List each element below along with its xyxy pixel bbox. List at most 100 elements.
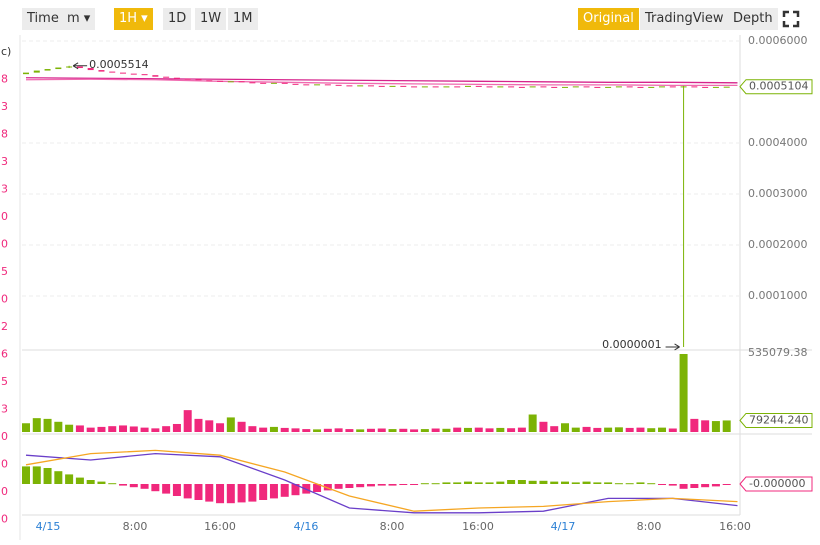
volume-bar — [259, 427, 268, 432]
candle-body — [648, 86, 655, 88]
volume-bar — [140, 427, 149, 432]
macd-bar — [679, 484, 688, 489]
volume-bar — [97, 426, 106, 432]
macd-bar — [496, 481, 505, 484]
interval-1h[interactable]: 1H ▾ — [114, 8, 153, 30]
time-label: Time — [22, 8, 64, 30]
volume-bar — [86, 427, 95, 432]
macd-bar — [129, 484, 138, 488]
candle-body — [206, 80, 213, 82]
macd-bar — [291, 484, 300, 496]
macd-bar — [625, 483, 634, 485]
minute-menu[interactable]: m ▾ — [62, 8, 96, 30]
candle-body — [378, 85, 385, 87]
volume-bar — [334, 428, 343, 432]
volume-bar — [463, 427, 472, 432]
interval-1m[interactable]: 1M — [228, 8, 258, 30]
macd-bar — [205, 484, 214, 502]
macd-bar — [593, 482, 602, 484]
candle-body — [292, 83, 299, 85]
candle-body — [551, 86, 558, 88]
interval-1w[interactable]: 1W — [195, 8, 227, 30]
macd-bar — [334, 484, 343, 489]
view-original[interactable]: Original — [578, 8, 639, 30]
volume-bar — [658, 427, 667, 432]
candle-body — [605, 86, 612, 88]
volume-bar — [356, 429, 365, 432]
volume-bar — [420, 429, 429, 432]
view-depth[interactable]: Depth — [728, 8, 778, 30]
time-label: 8:00 — [380, 520, 405, 533]
volume-bar — [528, 414, 537, 432]
macd-bar — [280, 484, 289, 497]
current-volume-label: 79244.240 — [749, 413, 809, 426]
candle-body — [508, 86, 515, 88]
sidebar-fragment: 0 — [1, 430, 8, 443]
candle-body — [195, 79, 202, 81]
volume-bar — [345, 429, 354, 432]
macd-bar — [162, 484, 171, 494]
candle-body — [76, 66, 83, 69]
fullscreen-button[interactable] — [782, 10, 800, 28]
volume-bar — [54, 421, 63, 432]
volume-bar — [151, 428, 160, 432]
low-arrow — [665, 343, 680, 351]
candle-body — [66, 66, 73, 68]
macd-bar — [183, 484, 192, 499]
volume-bar — [625, 427, 634, 432]
volume-bar — [108, 426, 117, 432]
macd-bar — [259, 484, 268, 500]
price-tick-label: 0.0001000 — [748, 289, 808, 302]
moving-average — [25, 78, 738, 87]
macd-bar — [582, 481, 591, 484]
interval-1d[interactable]: 1D — [163, 8, 192, 30]
candle-body — [411, 86, 418, 88]
candle-body — [497, 86, 504, 88]
candle-body — [44, 69, 51, 71]
candle-body — [130, 73, 137, 75]
macd-bar — [345, 484, 354, 488]
candle-body — [723, 86, 730, 88]
macd-bar — [453, 482, 462, 484]
macd-bar — [399, 484, 408, 485]
price-tick-label: 0.0006000 — [748, 34, 808, 47]
candle-body — [335, 84, 342, 86]
candle-body — [23, 72, 29, 75]
macd-bar — [237, 484, 246, 503]
volume-bar — [550, 426, 559, 432]
volume-bar — [366, 428, 375, 432]
candle-body — [303, 84, 310, 86]
sidebar-fragment: 3 — [1, 183, 8, 196]
macd-bar — [377, 484, 386, 486]
macd-bar — [507, 480, 516, 484]
candle-body — [572, 86, 579, 88]
macd-bar — [442, 482, 451, 484]
candle-body — [583, 86, 590, 88]
candle-body — [421, 86, 428, 88]
current-price-label: 0.0005104 — [749, 80, 809, 93]
candle-body — [464, 85, 471, 87]
volume-bar — [280, 427, 289, 432]
macd-bar — [86, 480, 95, 484]
volume-bar — [485, 428, 494, 432]
view-tradingview[interactable]: TradingView — [640, 8, 729, 30]
candle-body — [626, 86, 633, 88]
candle-body — [314, 84, 321, 86]
volume-bar — [22, 423, 30, 432]
macd-bar — [571, 482, 580, 484]
time-label: 8:00 — [123, 520, 148, 533]
candle-body — [389, 85, 396, 87]
candle-body — [529, 86, 536, 88]
candle-body — [238, 81, 245, 83]
volume-bar — [679, 354, 688, 432]
volume-bar — [410, 429, 419, 432]
current-price-box — [739, 79, 813, 95]
volume-bar — [248, 426, 257, 432]
price-tick-label: 0.0003000 — [748, 187, 808, 200]
volume-bar — [614, 427, 623, 432]
macd-bar — [43, 468, 52, 484]
volume-bar — [237, 421, 246, 432]
macd-bar — [388, 484, 397, 486]
volume-bar — [442, 428, 451, 432]
